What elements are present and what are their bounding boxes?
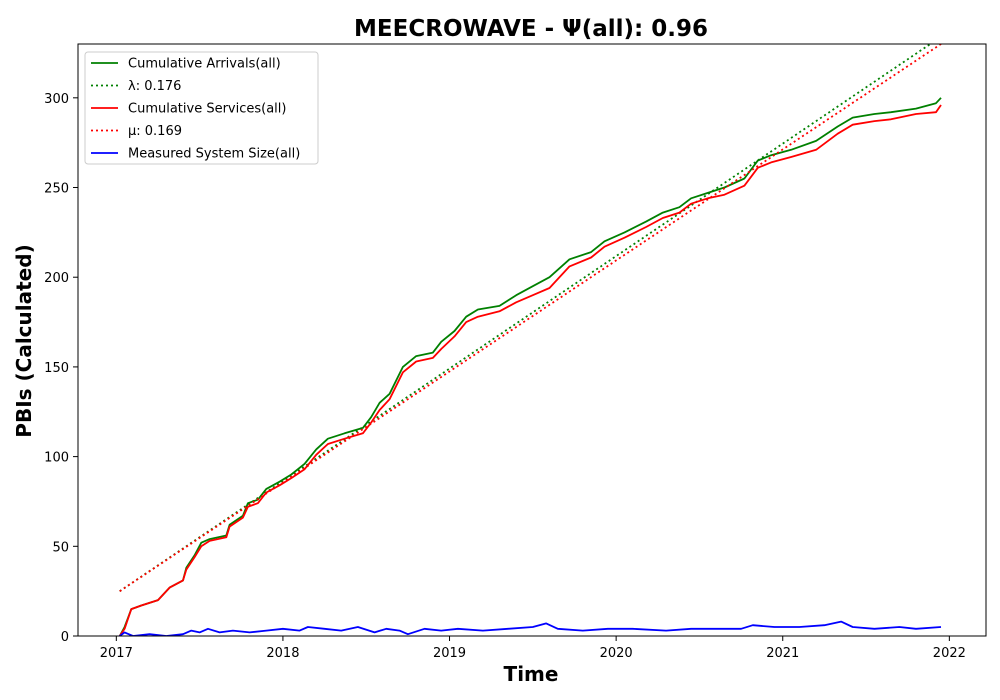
y-tick-label-5: 250 [44,182,69,197]
series-line-1 [119,44,932,592]
x-axis: 2017 2018 2019 2020 2021 2022 [100,636,966,661]
y-axis: 0 50 100 150 200 250 300 [44,92,78,645]
legend: Cumulative Arrivals(all) λ: 0.176 Cumulati… [84,51,319,165]
x-tick-label-3: 2020 [600,646,633,661]
x-tick-label-2: 2019 [433,646,466,661]
x-tick-label-0: 2017 [100,646,133,661]
x-tick-label-1: 2018 [266,646,299,661]
chart-title: MEECROWAVE - Ψ(all): 0.96 [354,16,708,42]
x-tick-label-5: 2022 [933,646,966,661]
y-tick-label-3: 150 [44,361,69,376]
series-layer [118,44,942,636]
y-axis-label: PBIs (Calculated) [12,244,36,437]
y-tick-label-1: 50 [52,540,69,555]
series-line-2 [118,104,942,636]
legend-label-4: Measured System Size(all) [128,147,300,162]
y-tick-label-0: 0 [61,630,69,645]
legend-label-2: Cumulative Services(all) [128,102,286,117]
legend-label-3: μ: 0.169 [128,124,182,139]
x-axis-label: Time [504,662,559,686]
series-line-4 [119,620,942,636]
y-tick-label-4: 200 [44,271,69,286]
plot-frame [77,43,987,637]
y-tick-label-6: 300 [44,92,69,107]
series-line-0 [118,97,942,636]
x-tick-label-4: 2021 [766,646,799,661]
legend-label-1: λ: 0.176 [128,79,181,94]
y-tick-label-2: 100 [44,451,69,466]
legend-label-0: Cumulative Arrivals(all) [128,57,281,72]
legend-box [84,51,319,165]
